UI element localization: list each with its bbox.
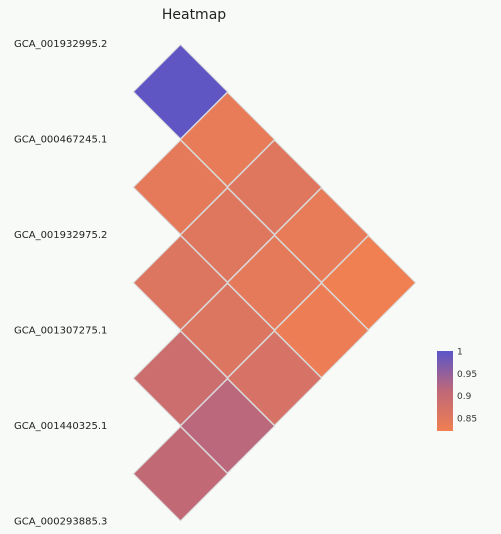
heatmap-cell: [226, 235, 323, 331]
row-label: GCA_000293885.3: [14, 517, 107, 528]
heatmap-cell: [132, 235, 229, 331]
heatmap-cell: [179, 282, 276, 379]
row-labels: GCA_001932995.2 GCA_000467245.1 GCA_001932…: [14, 39, 107, 528]
heatmap-cell: [179, 91, 276, 188]
heatmap-cell: [179, 378, 276, 474]
heatmap-cell: [132, 139, 229, 235]
legend-tick-label: 0.85: [457, 414, 477, 424]
row-label: GCA_001932995.2: [14, 39, 107, 50]
heatmap-cell: [132, 44, 229, 140]
legend-tick-label: 1: [457, 348, 463, 358]
legend-colorbar: [437, 351, 453, 431]
heatmap-cell: [273, 282, 370, 379]
color-legend: 1 0.95 0.9 0.85: [437, 348, 477, 431]
row-label: GCA_001932975.2: [14, 230, 107, 241]
heatmap-cell: [132, 330, 229, 426]
row-label: GCA_000467245.1: [14, 135, 107, 146]
heatmap-cell: [226, 139, 323, 235]
legend-tick-label: 0.9: [457, 392, 472, 402]
heatmap-cells: [132, 44, 417, 522]
chart-title: Heatmap: [162, 7, 226, 23]
heatmap-cell: [273, 187, 370, 283]
legend-tick-label: 0.95: [457, 370, 477, 380]
heatmap-cell: [226, 330, 323, 426]
heatmap-cell: [320, 235, 417, 331]
row-label: GCA_001440325.1: [14, 421, 107, 432]
legend-ticks: 1 0.95 0.9 0.85: [457, 348, 477, 425]
row-label: GCA_001307275.1: [14, 326, 107, 337]
heatmap-cell: [179, 187, 276, 283]
heatmap-cell: [132, 426, 229, 522]
